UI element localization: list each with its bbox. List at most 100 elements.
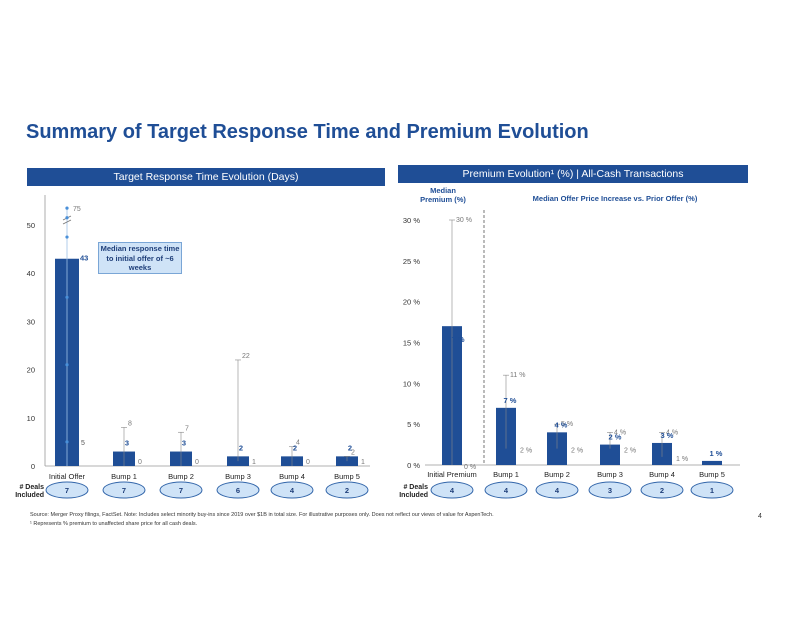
left-deals-oval (270, 481, 314, 499)
left-deals-oval (216, 481, 260, 499)
right-deals-oval (588, 481, 632, 499)
left-max-label: 75 (73, 206, 81, 213)
left-max-label: 7 (185, 425, 189, 432)
right-deals-oval (430, 481, 474, 499)
left-min-label: 1 (361, 459, 365, 466)
right-max-label: 4 % (614, 429, 626, 436)
left-category-label: Bump 3 (225, 472, 251, 481)
right-y-tick-label: 5 % (407, 420, 420, 429)
left-deals-count: 7 (179, 486, 183, 495)
left-min-label: 0 (195, 459, 199, 466)
left-y-tick-label: 10 (27, 414, 35, 423)
right-min-label: 2 % (571, 448, 583, 455)
left-median-label: 43 (80, 254, 88, 263)
left-median-label: 2 (348, 443, 352, 452)
right-deals-oval (690, 481, 734, 499)
left-median-label: 3 (182, 439, 186, 448)
median-callout: Median response time to initial offer of… (98, 242, 182, 274)
right-median-label: 2 % (609, 433, 622, 442)
right-deals-label-line1: # Deals (403, 484, 428, 491)
left-data-point (65, 295, 69, 299)
left-category-label: Bump 4 (279, 472, 305, 481)
right-min-label: 2 % (520, 448, 532, 455)
right-min-label: 2 % (624, 448, 636, 455)
right-category-label: Bump 5 (699, 470, 725, 479)
left-deals-oval (325, 481, 369, 499)
left-min-label: 1 (252, 459, 256, 466)
median-premium-subheader-line2: Premium (%) (420, 195, 466, 204)
right-bar (600, 444, 620, 465)
right-median-label: 7 % (504, 396, 517, 405)
left-deals-label-line2: Included (15, 492, 44, 499)
right-max-label: 30 % (456, 217, 472, 224)
right-deals-oval (535, 481, 579, 499)
right-y-tick-label: 10 % (403, 379, 420, 388)
right-deals-oval (640, 481, 684, 499)
right-deals-oval (484, 481, 528, 499)
right-category-label: Bump 3 (597, 470, 623, 479)
median-premium-subheader-line1: Median (430, 186, 456, 195)
left-data-point (65, 235, 69, 239)
page-title: Summary of Target Response Time and Prem… (26, 121, 589, 143)
right-category-label: Bump 2 (544, 470, 570, 479)
left-median-label: 2 (293, 443, 297, 452)
left-category-label: Bump 2 (168, 472, 194, 481)
right-deals-count: 2 (660, 486, 664, 495)
right-deals-label: # Deals Included (388, 484, 428, 500)
right-max-label: 5 % (561, 421, 573, 428)
right-y-tick-label: 25 % (403, 257, 420, 266)
left-y-tick-label: 20 (27, 366, 35, 375)
left-min-label: 0 (306, 459, 310, 466)
left-deals-label: # Deals Included (4, 484, 44, 500)
right-category-label: Initial Premium (427, 470, 477, 479)
right-deals-count: 1 (710, 486, 714, 495)
right-category-label: Bump 1 (493, 470, 519, 479)
left-deals-oval (159, 481, 203, 499)
left-axis-break (62, 219, 72, 225)
page-number: 4 (758, 513, 762, 520)
right-bar (547, 432, 567, 465)
left-y-tick-label: 30 (27, 317, 35, 326)
right-max-label: 4 % (666, 429, 678, 436)
source-footnote: Source: Merger Proxy filings, FactSet. N… (30, 512, 494, 518)
left-category-label: Bump 1 (111, 472, 137, 481)
left-deals-count: 4 (290, 486, 295, 495)
right-min-label: 0 % (464, 464, 476, 471)
left-category-label: Initial Offer (49, 472, 86, 481)
left-panel-header: Target Response Time Evolution (Days) (27, 168, 385, 186)
left-min-label: 0 (138, 459, 142, 466)
left-deals-oval (45, 481, 89, 499)
right-deals-count: 4 (555, 486, 560, 495)
left-max-label: 4 (296, 440, 300, 447)
right-median-label: 1 % (710, 449, 723, 458)
left-deals-oval (102, 481, 146, 499)
right-max-label: 11 % (510, 372, 525, 379)
left-deals-count: 7 (65, 486, 69, 495)
right-panel-header: Premium Evolution¹ (%) | All-Cash Transa… (398, 165, 748, 183)
right-y-tick-label: 0 % (407, 461, 420, 470)
right-deals-count: 4 (504, 486, 509, 495)
left-deals-count: 7 (122, 486, 126, 495)
left-deals-count: 6 (236, 486, 240, 495)
right-median-label: 17 % (447, 335, 464, 344)
left-y-tick-label: 40 (27, 269, 35, 278)
left-median-label: 2 (239, 443, 243, 452)
left-median-label: 3 (125, 439, 129, 448)
right-deals-label-line2: Included (399, 492, 428, 499)
left-y-tick-label: 0 (31, 462, 35, 471)
left-min-label: 5 (81, 440, 85, 447)
left-data-point (65, 440, 69, 444)
right-category-label: Bump 4 (649, 470, 675, 479)
right-y-tick-label: 15 % (403, 339, 420, 348)
right-deals-count: 4 (450, 486, 455, 495)
left-y-tick-label: 50 (27, 221, 35, 230)
right-bar (702, 460, 722, 465)
left-category-label: Bump 5 (334, 472, 360, 481)
left-data-point (65, 363, 69, 367)
left-deals-count: 2 (345, 486, 349, 495)
left-max-label: 22 (242, 353, 250, 360)
premium-footnote: ¹ Represents % premium to unaffected sha… (30, 521, 198, 527)
left-max-label: 8 (128, 420, 132, 427)
right-deals-count: 3 (608, 486, 612, 495)
